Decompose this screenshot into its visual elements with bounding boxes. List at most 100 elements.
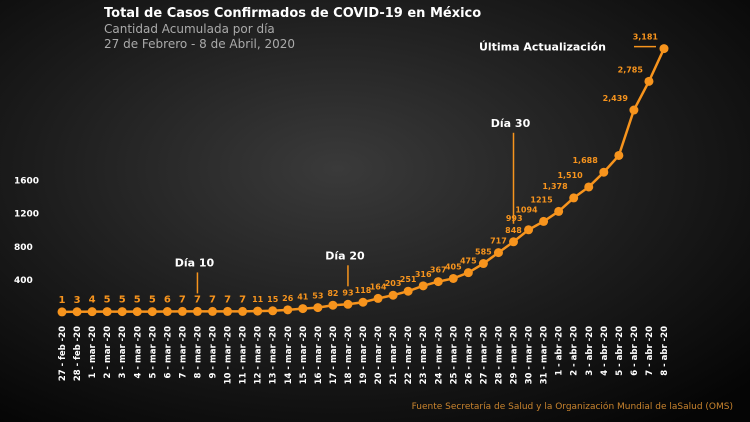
x-tick-label: 10 - mar -20: [224, 326, 234, 384]
data-label: 118: [355, 286, 372, 295]
x-tick-label: 2 - mar -20: [103, 326, 113, 379]
x-tick-label: 31 - mar -20: [540, 326, 550, 384]
x-tick-label: 3 - abr -20: [585, 326, 595, 376]
data-label: 3: [74, 295, 81, 306]
data-label: 5: [149, 295, 156, 306]
data-label: 585: [475, 248, 492, 257]
data-point: [117, 307, 127, 317]
data-point: [433, 277, 443, 287]
data-point: [253, 306, 263, 316]
x-tick-label: 15 - mar -20: [299, 326, 309, 384]
data-label: 1,688: [572, 156, 598, 165]
data-label: 5: [104, 295, 111, 306]
data-point: [238, 306, 248, 316]
data-label: 848: [505, 226, 522, 235]
x-tick-label: 27 - feb -20: [58, 326, 68, 381]
data-point: [569, 193, 579, 203]
source: Fuente Secretaría de Salud y la Organiza…: [412, 401, 733, 412]
x-tick-label: 21 - mar -20: [389, 326, 399, 384]
data-point: [614, 150, 624, 160]
data-point: [358, 297, 368, 307]
data-point: [268, 306, 278, 316]
data-label: 405: [445, 262, 462, 271]
x-tick-label: 22 - mar -20: [404, 326, 414, 384]
data-point: [509, 237, 518, 247]
annotation: Última Actualización: [479, 41, 606, 54]
data-label: 1,510: [557, 171, 583, 180]
x-tick-label: 12 - mar -20: [254, 326, 264, 384]
x-tick-label: 28 - mar -20: [494, 326, 504, 384]
data-label: 7: [224, 294, 231, 305]
data-label: 4: [89, 295, 96, 306]
y-tick-label: 1200: [14, 210, 39, 220]
data-point: [283, 305, 293, 315]
x-tick-label: 4 - abr -20: [600, 326, 610, 376]
data-label: 7: [209, 294, 216, 305]
data-point: [524, 225, 534, 235]
date-range: 27 de Febrero - 8 de Abril, 2020: [104, 37, 295, 51]
data-label: 15: [267, 295, 279, 304]
x-tick-label: 29 - mar -20: [510, 326, 520, 384]
data-point: [463, 268, 473, 278]
data-label: 203: [385, 279, 402, 288]
data-point: [162, 307, 172, 317]
data-point: [147, 307, 157, 317]
data-label: 7: [179, 294, 186, 305]
data-label: 41: [297, 293, 309, 302]
y-tick-label: 800: [14, 243, 33, 253]
x-tick-label: 11 - mar -20: [239, 326, 249, 384]
data-label: 367: [430, 266, 447, 275]
data-label: 2,785: [618, 65, 644, 74]
x-tick-label: 6 - abr -20: [630, 326, 640, 376]
x-tick-label: 26 - mar -20: [464, 326, 474, 384]
annotation: Día 10: [175, 256, 215, 269]
data-label: 93: [342, 288, 353, 297]
x-tick-label: 7 - mar -20: [178, 326, 188, 379]
data-point: [177, 306, 187, 316]
x-tick-label: 8 - mar -20: [193, 326, 203, 379]
data-point: [554, 206, 564, 216]
x-tick-label: 1 - mar -20: [88, 326, 98, 379]
data-point: [102, 307, 112, 317]
data-point: [644, 76, 654, 86]
x-tick-label: 13 - mar -20: [269, 326, 279, 384]
data-point: [659, 44, 669, 54]
data-point: [493, 248, 503, 258]
data-point: [629, 105, 639, 115]
data-point: [208, 306, 217, 316]
data-point: [87, 307, 97, 317]
x-tick-label: 14 - mar -20: [284, 326, 294, 384]
x-tick-label: 27 - mar -20: [479, 326, 489, 384]
x-tick-label: 5 - mar -20: [148, 326, 158, 379]
y-tick-label: 400: [14, 276, 33, 286]
data-point: [599, 167, 609, 177]
data-point: [448, 273, 458, 283]
y-tick-label: 1600: [14, 177, 39, 187]
data-label: 6: [164, 295, 171, 306]
data-point: [72, 307, 82, 317]
x-tick-label: 8 - abr -20: [660, 326, 670, 376]
x-tick-label: 24 - mar -20: [434, 326, 444, 384]
chart-subtitle: Cantidad Acumulada por día: [104, 22, 275, 36]
x-tick-label: 17 - mar -20: [329, 326, 339, 384]
data-point: [192, 306, 202, 316]
data-point: [132, 307, 142, 317]
data-label: 1215: [530, 195, 553, 204]
data-label: 1094: [515, 205, 538, 214]
x-tick-label: 3 - mar -20: [118, 326, 128, 379]
x-tick-label: 16 - mar -20: [314, 326, 324, 384]
x-tick-label: 25 - mar -20: [449, 326, 459, 384]
x-tick-label: 28 - feb -20: [73, 326, 83, 381]
x-tick-label: 1 - abr -20: [555, 326, 565, 376]
x-tick-label: 4 - mar -20: [133, 326, 143, 379]
data-label: 26: [282, 294, 294, 303]
data-label: 3,181: [633, 33, 659, 42]
data-label: 316: [415, 270, 432, 279]
data-label: 164: [370, 282, 387, 291]
data-label: 717: [490, 237, 507, 246]
data-label: 2,439: [603, 94, 629, 103]
data-label: 5: [134, 295, 141, 306]
data-point: [388, 290, 398, 300]
x-tick-label: 5 - abr -20: [615, 326, 625, 376]
